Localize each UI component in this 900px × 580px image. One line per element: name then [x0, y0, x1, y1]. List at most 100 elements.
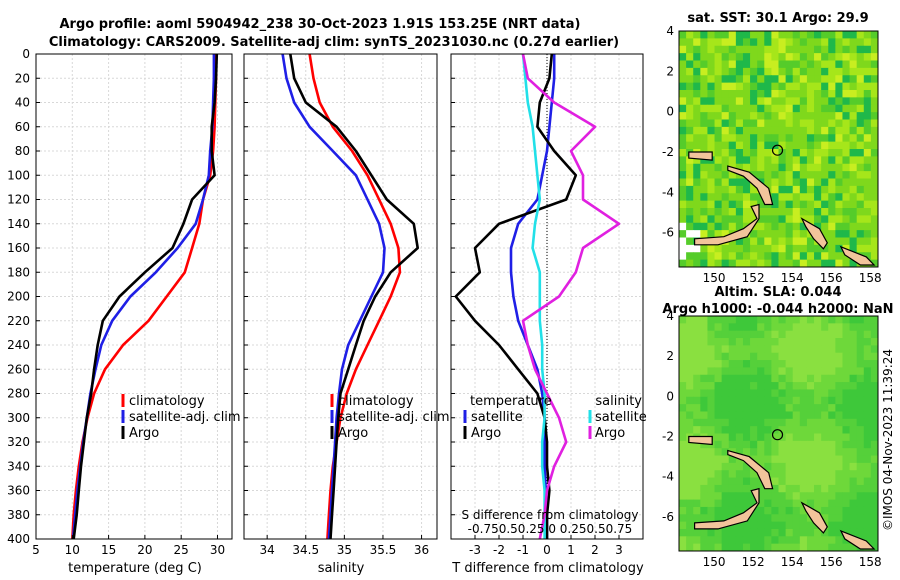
map-cell — [778, 82, 787, 91]
map-x-tick-label: 150 — [703, 271, 726, 285]
map-cell — [806, 345, 815, 354]
map-cell — [863, 90, 872, 98]
map-cell — [814, 484, 822, 493]
map-cell — [679, 433, 687, 442]
map-cell — [721, 382, 730, 390]
map-cell — [842, 112, 851, 121]
map-cell — [750, 396, 758, 405]
map-cell — [771, 53, 779, 62]
map-cell — [679, 470, 687, 479]
map-cell — [856, 230, 865, 239]
map-cell — [849, 53, 858, 62]
map-cell — [742, 323, 751, 332]
map-cell — [750, 104, 758, 113]
map-cell — [728, 126, 737, 135]
map-cell — [856, 506, 865, 515]
map-cell — [792, 470, 801, 479]
map-cell — [679, 104, 687, 113]
map-cell — [856, 141, 865, 150]
map-cell — [863, 237, 872, 246]
map-cell — [778, 462, 787, 471]
map-cell — [728, 543, 737, 551]
map-cell — [863, 528, 872, 537]
map-cell — [806, 404, 815, 412]
map-cell — [835, 126, 843, 135]
map-cell — [764, 31, 772, 39]
map-cell — [799, 323, 808, 332]
map-cell — [707, 352, 716, 361]
map-cell — [764, 514, 772, 523]
map-cell — [785, 38, 794, 47]
map-cell — [821, 171, 829, 180]
map-cell — [742, 193, 751, 202]
map-cell — [856, 31, 865, 39]
map-cell — [721, 112, 730, 121]
map-cell — [679, 171, 687, 180]
map-cell — [799, 67, 808, 76]
series-argo — [289, 53, 420, 540]
map-cell — [814, 163, 822, 172]
map-cell — [714, 134, 723, 143]
map-cell — [757, 455, 765, 464]
map-cell — [849, 492, 858, 501]
map-cell — [806, 244, 815, 253]
map-cell — [799, 528, 808, 537]
map-cell — [863, 230, 872, 239]
map-cell — [693, 156, 701, 165]
map-cell — [785, 156, 794, 165]
map-cell — [821, 499, 829, 508]
map-cell — [750, 330, 758, 339]
x-tick-label: 34.5 — [292, 543, 319, 557]
map-cell — [735, 193, 744, 202]
map-cell — [742, 215, 751, 224]
map-cell — [799, 462, 808, 471]
depth-tick-label: 180 — [7, 265, 30, 279]
map-cell — [835, 141, 843, 150]
map-cell — [728, 97, 737, 106]
map-cell — [806, 82, 815, 91]
map-cell — [792, 360, 801, 368]
map-cell — [778, 528, 787, 537]
map-cell — [849, 433, 858, 442]
map-cell — [686, 31, 694, 39]
map-cell — [742, 367, 751, 376]
map-cell — [778, 499, 787, 508]
map-cell — [707, 477, 716, 486]
map-cell — [735, 134, 744, 143]
map-cell — [785, 90, 794, 98]
map-cell — [814, 462, 822, 471]
legend-t-argo: Argo — [471, 426, 501, 441]
map-x-tick-label: 156 — [820, 555, 843, 569]
map-cell — [842, 53, 851, 62]
map-cell — [799, 440, 808, 449]
map-cell — [856, 492, 865, 501]
map-cell — [814, 97, 822, 106]
map-cell — [842, 433, 851, 442]
map-cell — [764, 426, 772, 434]
map-cell — [806, 126, 815, 135]
map-cell — [835, 244, 843, 253]
map-cell — [849, 230, 858, 239]
map-cell — [679, 156, 687, 165]
map-cell — [707, 338, 716, 346]
map-cell — [700, 543, 708, 551]
map-cell — [750, 90, 758, 98]
map-cell — [742, 499, 751, 508]
map-cell — [750, 185, 758, 194]
map-cell — [686, 178, 694, 187]
map-cell — [686, 404, 694, 412]
map-cell — [799, 178, 808, 187]
map-cell — [828, 222, 836, 231]
map-cell — [778, 470, 787, 479]
map-cell — [835, 521, 843, 530]
map-cell — [700, 104, 708, 113]
map-cell — [757, 75, 765, 84]
map-cell — [806, 382, 815, 390]
map-cell — [799, 345, 808, 354]
map-cell — [821, 396, 829, 405]
map-cell — [785, 404, 794, 412]
map-cell — [799, 433, 808, 442]
map-cell — [700, 528, 708, 537]
map-cell — [742, 374, 751, 383]
map-cell — [870, 60, 878, 69]
